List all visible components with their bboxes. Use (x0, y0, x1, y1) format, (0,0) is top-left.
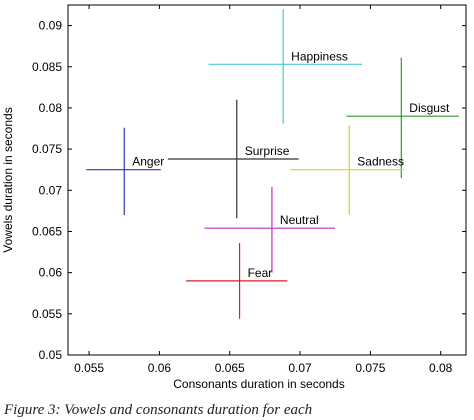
y-tick-label: 0.08 (39, 101, 63, 115)
series-happiness: Happiness (208, 9, 362, 124)
y-tick-label: 0.055 (32, 307, 62, 321)
surprise-label: Surprise (245, 144, 290, 158)
y-axis-title: Vowels duration in seconds (1, 107, 15, 252)
y-tick-label: 0.09 (39, 19, 63, 33)
disgust-label: Disgust (409, 101, 450, 115)
series-anger: Anger (86, 127, 164, 215)
x-tick-label: 0.055 (74, 361, 104, 375)
series-surprise: Surprise (167, 99, 299, 219)
x-tick-label: 0.08 (429, 361, 453, 375)
data-marks: Happiness Disgust Surprise Anger Sadness Neut… (86, 9, 459, 319)
fear-label: Fear (248, 266, 273, 280)
series-sadness: Sadness (290, 125, 405, 215)
chart: 0.055 0.06 0.065 0.07 0.075 0.08 0.050.0550.0… (1, 4, 467, 391)
plot-area (67, 4, 467, 356)
series-fear: Fear (186, 243, 288, 319)
happiness-label: Happiness (291, 49, 348, 63)
figure-caption: Figure 3: Vowels and consonants duration… (4, 402, 313, 418)
x-axis: 0.055 0.06 0.065 0.07 0.075 0.08 (74, 5, 453, 375)
sadness-label: Sadness (357, 155, 404, 169)
series-neutral: Neutral (204, 187, 336, 273)
x-tick-label: 0.06 (148, 361, 172, 375)
y-tick-label: 0.05 (39, 348, 63, 362)
y-tick-label: 0.065 (32, 224, 62, 238)
x-tick-label: 0.075 (355, 361, 385, 375)
axes-box (67, 4, 467, 356)
series-disgust: Disgust (346, 57, 459, 178)
x-tick-label: 0.065 (215, 361, 245, 375)
x-axis-title: Consonants duration in seconds (173, 377, 344, 391)
y-tick-label: 0.085 (32, 60, 62, 74)
y-axis: 0.05 0.055 0.06 0.065 0.07 0.075 0.08 0.085 0.09 (32, 19, 466, 362)
anger-label: Anger (132, 155, 164, 169)
neutral-label: Neutral (280, 213, 319, 227)
y-tick-label: 0.075 (32, 142, 62, 156)
x-tick-label: 0.07 (288, 361, 312, 375)
y-tick-label: 0.06 (39, 266, 63, 280)
y-tick-label: 0.07 (39, 183, 63, 197)
